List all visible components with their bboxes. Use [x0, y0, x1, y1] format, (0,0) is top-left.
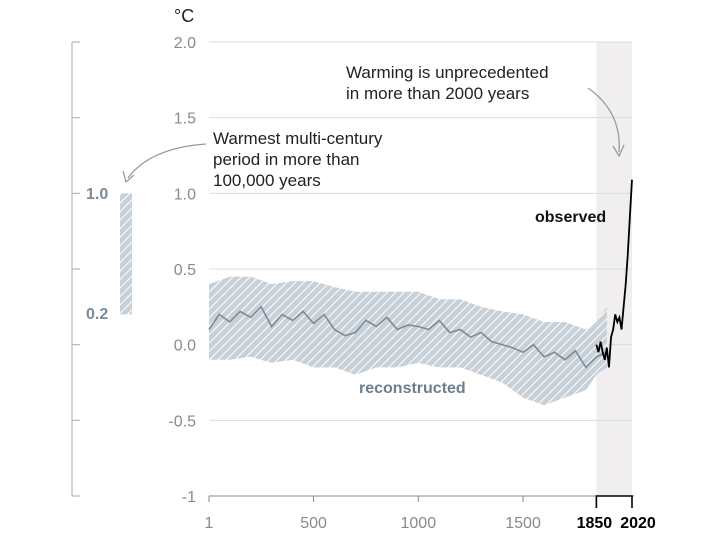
y-tick-label: 0.0	[174, 338, 196, 355]
annotation-unprecedented-arrowhead	[612, 144, 625, 158]
x-tick-label-bold: 2020	[620, 515, 656, 532]
annotation-unprecedented-line2: in more than 2000 years	[346, 84, 529, 103]
observed-label: observed	[535, 209, 606, 226]
x-tick-label: 1	[205, 515, 214, 532]
annotation-warmest-line2: period in more than	[213, 150, 359, 169]
y-tick-label: 1.5	[174, 111, 196, 128]
bracket-1850-2020	[595, 495, 633, 508]
series-observed-line	[595, 179, 633, 368]
annotation-unprecedented-arrow	[587, 87, 620, 153]
x-tick-label: 1500	[505, 515, 541, 532]
y-tick-label: 1.0	[174, 186, 196, 203]
y-tick-label: 0.5	[174, 262, 196, 279]
y-tick-label: 2.0	[174, 35, 196, 52]
warmest-period-range-bar	[120, 193, 132, 315]
unit-label: °C	[174, 6, 194, 26]
x-tick-label: 1000	[401, 515, 437, 532]
y-axis-ticks: 2.0 1.5 1.0 0.5 0.0 -0.5 -1	[72, 35, 196, 506]
annotation-warmest-line1: Warmest multi-century	[213, 129, 383, 148]
x-tick-label: 500	[300, 515, 327, 532]
y-tick-label: -1	[182, 489, 196, 506]
annotation-unprecedented-line1: Warming is unprecedented	[346, 63, 549, 82]
range-bar-top-label: 1.0	[86, 186, 108, 203]
x-tick-label-bold: 1850	[577, 515, 613, 532]
range-bar-bottom-label: 0.2	[86, 306, 108, 323]
reconstructed-label: reconstructed	[359, 380, 466, 397]
reconstructed-uncertainty-band	[209, 276, 607, 406]
annotation-warmest-arrow	[127, 143, 207, 179]
x-axis-ticks: 1 500 1000 1500 1850 2020	[205, 496, 656, 532]
annotation-warmest-arrowhead	[122, 170, 135, 184]
gridlines	[209, 41, 632, 497]
annotation-warmest-line3: 100,000 years	[213, 171, 321, 190]
y-tick-label: -0.5	[168, 413, 196, 430]
series-reconstructed-line	[208, 305, 608, 369]
